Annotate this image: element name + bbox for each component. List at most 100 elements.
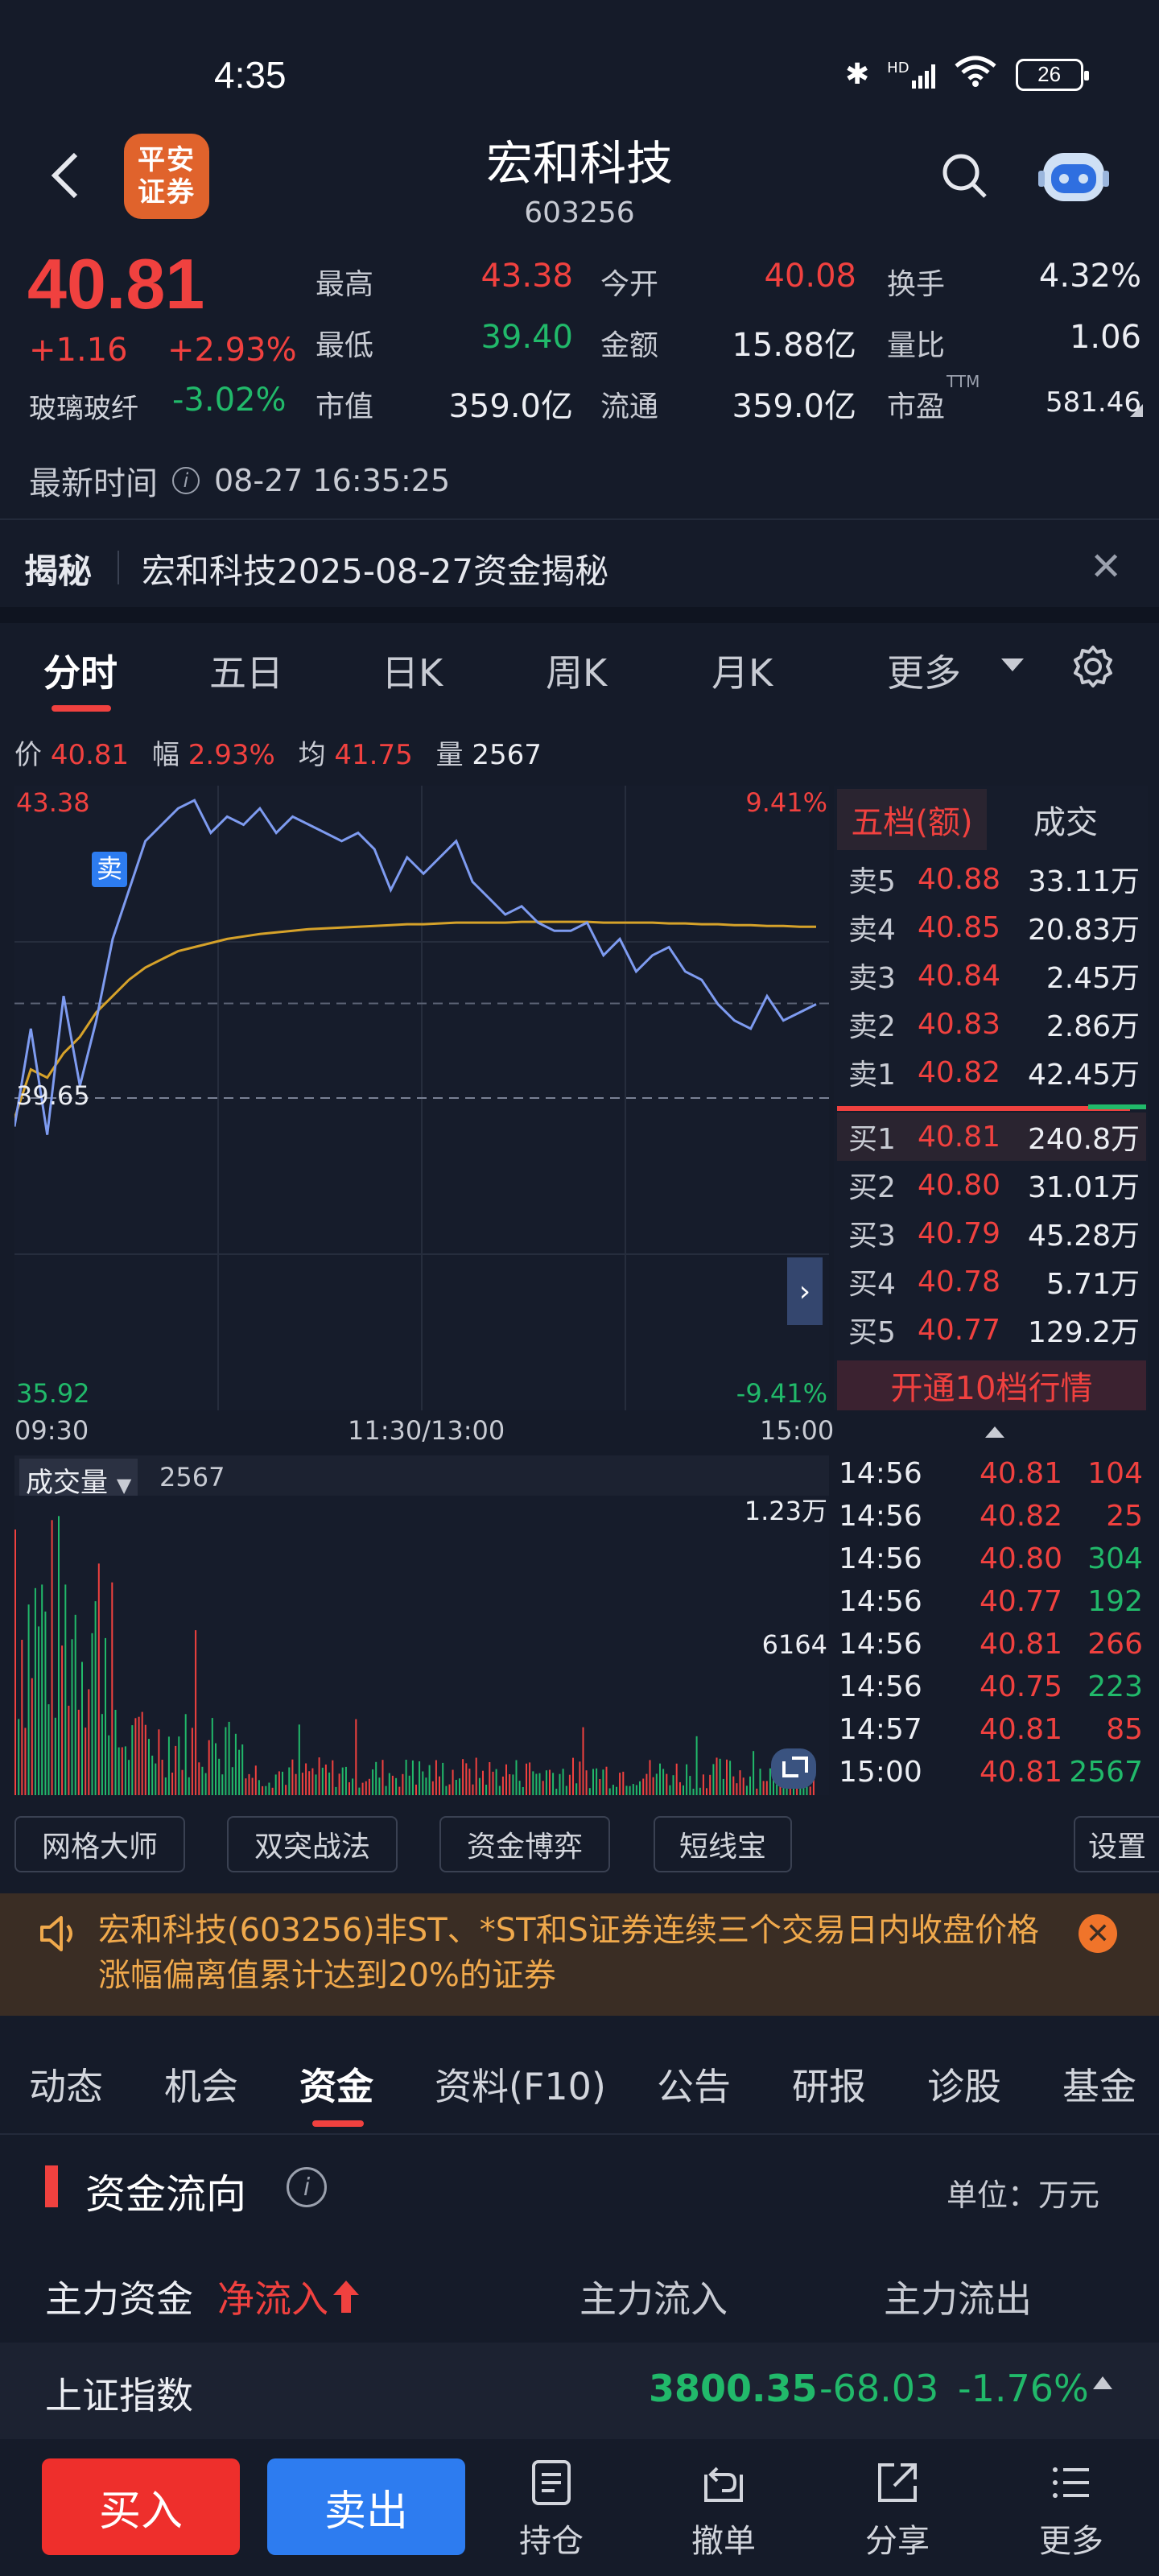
nav-more[interactable]: 更多 [1019,2458,1124,2563]
ask-row[interactable]: 卖1 40.82 42.45万 [837,1048,1146,1096]
grid-master-button[interactable]: 网格大师 [14,1816,185,1872]
volume-bar [699,1787,701,1795]
tab-diagnosis[interactable]: 诊股 [927,2065,1001,2108]
tab-trades[interactable]: 成交 [1033,804,1098,841]
fullscreen-button[interactable] [771,1748,816,1789]
trade-price: 40.81 [979,1756,1062,1789]
sector-name[interactable]: 玻璃玻纤 [29,393,138,425]
collapse-panel-button[interactable] [787,1257,823,1325]
double-breakout-button[interactable]: 双突战法 [227,1816,398,1872]
settings-gear-icon[interactable] [1070,644,1116,689]
volume-bar [47,1704,50,1795]
volume-bar [765,1781,768,1795]
volume-bar [372,1769,374,1795]
volume-bar [559,1773,561,1795]
volume-bar [151,1755,154,1795]
volume-bar [572,1757,574,1795]
last-price: 40.81 [27,244,205,324]
volume-bar [167,1736,170,1795]
info-icon[interactable]: i [172,467,200,494]
volume-bar [184,1714,187,1795]
dropdown-icon[interactable] [1001,658,1024,671]
open-10-level-button[interactable]: 开通10档行情 [837,1360,1146,1410]
tab-announcements[interactable]: 公告 [657,2065,731,2108]
sell-marker-bg[interactable] [92,852,127,887]
reveal-link[interactable]: 宏和科技2025-08-27资金揭秘 [142,551,609,591]
amount-label: 金额 [600,329,659,362]
volume-bar [101,1714,103,1795]
tab-research[interactable]: 研报 [792,2065,866,2108]
volume-bar [655,1773,658,1795]
ask-row[interactable]: 卖3 40.84 2.45万 [837,952,1146,1000]
ask-row[interactable]: 卖2 40.83 2.86万 [837,1000,1146,1048]
volume-bar [88,1689,90,1795]
tab-news[interactable]: 动态 [29,2065,103,2108]
volume-bar [305,1763,307,1795]
chevron-up-icon[interactable] [1093,2376,1112,2389]
volume-selector[interactable]: 成交量 ▼ [19,1459,138,1501]
tab-orderbook[interactable]: 五档(额) [837,789,987,850]
notice-text[interactable]: 宏和科技(603256)非ST、*ST和S证券连续三个交易日内收盘价格涨幅偏离值… [98,1912,1039,1994]
sell-button[interactable]: 卖出 [267,2458,465,2555]
volume-bar [204,1773,207,1795]
search-icon[interactable] [938,150,990,201]
back-arrow-icon[interactable] [45,150,84,201]
capital-game-button[interactable]: 资金博弈 [439,1816,610,1872]
bid-row[interactable]: 买2 40.80 31.01万 [837,1161,1146,1209]
short-term-button[interactable]: 短线宝 [654,1816,792,1872]
orderbook-price: 40.77 [918,1313,1001,1347]
ask-row[interactable]: 卖5 40.88 33.11万 [837,855,1146,903]
tab-monthly-k[interactable]: 月K [711,651,773,695]
bid-row[interactable]: 买5 40.77 129.2万 [837,1306,1146,1354]
volume-bar [18,1719,20,1795]
info-icon[interactable]: i [287,2167,327,2207]
tab-more[interactable]: 更多 [887,651,961,695]
ask-row[interactable]: 卖4 40.85 20.83万 [837,903,1146,952]
settings-button[interactable]: 设置 [1074,1816,1159,1872]
volume-chart[interactable]: 1.23万 6164 [14,1496,829,1795]
volume-bar [254,1765,257,1795]
close-icon[interactable]: ✕ [1090,544,1123,589]
volume-bar [238,1749,241,1795]
intraday-chart[interactable]: 卖 43.38 39.65 35.92 9.41% -9.41% › [14,786,829,1410]
tab-fund[interactable]: 基金 [1062,2065,1136,2108]
trade-vol: 85 [1106,1713,1143,1746]
volume-bar [538,1773,541,1795]
bid-row[interactable]: 买4 40.78 5.71万 [837,1257,1146,1306]
net-inflow-label: 净流入 [217,2270,361,2323]
tab-capital[interactable]: 资金 [299,2065,373,2108]
tab-f10[interactable]: 资料(F10) [435,2065,606,2108]
bid-row[interactable]: 买1 40.81 240.8万 [837,1113,1146,1161]
tab-daily-k[interactable]: 日K [382,651,443,695]
nav-holdings[interactable]: 持仓 [499,2458,604,2563]
chart-info-line: 价 40.81 幅 2.93% 均 41.75 量 2567 [14,733,542,772]
volume-bar [71,1639,73,1795]
volume-bar [695,1736,698,1795]
buy-button[interactable]: 买入 [42,2458,240,2555]
trade-row: 14:56 40.75 223 [837,1666,1146,1708]
nav-share-label: 分享 [865,2523,930,2560]
tab-five-day[interactable]: 五日 [209,651,283,695]
tab-opportunity[interactable]: 机会 [164,2065,238,2108]
volume-bar [251,1777,254,1795]
volume-bar [592,1769,594,1795]
share-icon [878,2463,917,2502]
nav-share[interactable]: 分享 [845,2458,950,2563]
close-icon[interactable]: ✕ [1079,1914,1117,1953]
update-time-row: 最新时间 i 08-27 16:35:25 [29,457,450,504]
robot-assistant-icon[interactable] [1038,142,1109,206]
capital-unit: 单位：万元 [947,2178,1100,2213]
bid-row[interactable]: 买3 40.79 45.28万 [837,1209,1146,1257]
expand-trades-icon[interactable] [985,1426,1004,1438]
info-amp-label: 幅 [151,739,179,771]
volume-bar [74,1614,76,1795]
volume-bar [77,1709,80,1795]
volume-bar [602,1769,604,1795]
volume-bar [582,1727,584,1795]
tab-weekly-k[interactable]: 周K [546,651,608,695]
nav-cancel[interactable]: 撤单 [671,2458,776,2563]
volume-bar [211,1718,213,1795]
index-ticker[interactable] [0,2343,1159,2439]
volume-bar [85,1728,87,1795]
tab-intraday[interactable]: 分时 [43,651,118,695]
